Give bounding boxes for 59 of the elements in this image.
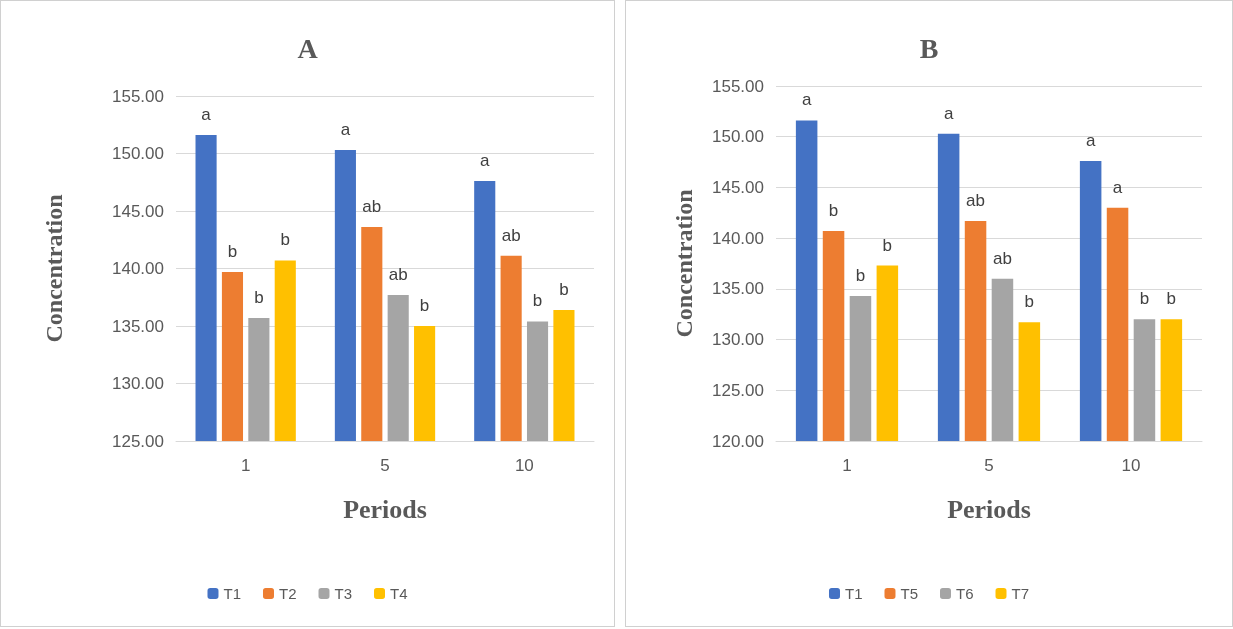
data-label: ab [362, 197, 382, 217]
chart-title: A [297, 32, 319, 64]
data-label: ab [966, 190, 986, 210]
chart-title: B [919, 32, 939, 64]
x-tick-label: 5 [380, 456, 390, 475]
legend-label: T1 [223, 585, 242, 602]
legend-label: T4 [390, 585, 408, 602]
data-label: b [280, 230, 290, 250]
y-tick-label: 135.00 [112, 316, 164, 336]
data-label: a [340, 120, 351, 140]
y-tick-label: 140.00 [112, 259, 164, 278]
y-tick-label: 125.00 [112, 431, 164, 451]
y-tick-label: 145.00 [112, 201, 164, 221]
data-label: b [227, 241, 238, 261]
y-axis-title: Concentration [41, 194, 67, 343]
x-tick-label: 1 [842, 456, 852, 475]
data-label: a [1112, 177, 1123, 197]
y-tick-label: 130.00 [712, 330, 764, 350]
data-label: ab [388, 264, 408, 284]
x-axis-title: Periods [343, 494, 427, 524]
data-label: b [882, 235, 893, 255]
data-label: b [1024, 292, 1035, 312]
x-tick-label: 5 [984, 456, 994, 475]
x-tick-label: 1 [240, 456, 251, 475]
legend-label: T1 [844, 585, 863, 602]
y-tick-label: 150.00 [712, 127, 764, 147]
legend-label: T7 [1011, 585, 1030, 602]
data-label: b [1166, 289, 1177, 309]
data-label: b [855, 265, 866, 285]
legend-label: T6 [956, 585, 974, 602]
legend-label: T2 [279, 585, 297, 602]
y-tick-label: 130.00 [112, 374, 164, 393]
data-label: b [559, 279, 569, 299]
data-label: a [801, 90, 812, 110]
x-tick-label: 10 [514, 456, 534, 475]
data-label: a [943, 103, 954, 123]
x-tick-label: 10 [1121, 456, 1141, 475]
data-label: b [532, 291, 543, 311]
data-label: ab [501, 225, 521, 245]
data-label: b [419, 296, 430, 315]
y-axis-title: Concentration [671, 189, 697, 338]
y-tick-label: 145.00 [712, 177, 764, 197]
data-label: a [1085, 131, 1096, 151]
data-label: b [1139, 289, 1150, 309]
y-tick-label: 135.00 [712, 279, 764, 299]
y-tick-label: 140.00 [712, 228, 764, 248]
y-tick-label: 125.00 [712, 380, 764, 400]
y-tick-label: 120.00 [712, 431, 764, 451]
data-label: ab [992, 248, 1012, 268]
x-axis-title: Periods [947, 494, 1031, 524]
y-tick-label: 155.00 [712, 76, 764, 96]
legend-label: T3 [334, 585, 353, 602]
data-label: a [480, 151, 490, 171]
legend-label: T5 [900, 585, 919, 602]
data-label: b [254, 287, 264, 307]
data-label: b [828, 201, 839, 221]
data-label: a [201, 105, 212, 125]
y-tick-label: 155.00 [112, 86, 164, 106]
y-tick-label: 150.00 [112, 144, 164, 163]
